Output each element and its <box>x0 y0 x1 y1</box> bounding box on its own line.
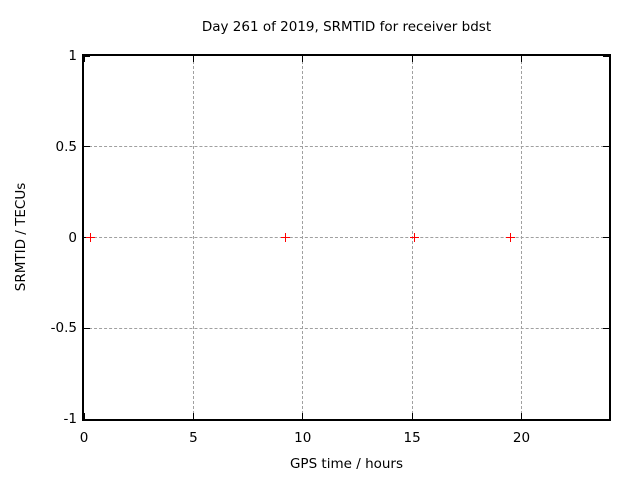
plot-area <box>82 54 611 421</box>
y-tick-label: -0.5 <box>50 320 77 337</box>
y-tick-right <box>603 55 609 57</box>
y-tick-right <box>603 418 609 420</box>
y-tick-label: 0 <box>68 229 77 246</box>
y-tick-right <box>603 237 609 238</box>
gridline-horizontal <box>84 327 609 329</box>
y-tick-left <box>84 146 90 148</box>
data-point-marker <box>506 233 516 242</box>
x-tick-bottom <box>192 413 194 419</box>
x-tick-top <box>302 56 304 62</box>
chart-title: Day 261 of 2019, SRMTID for receiver bds… <box>201 19 492 35</box>
x-tick-bottom <box>302 413 304 419</box>
y-tick-label: 1 <box>68 48 77 64</box>
x-tick-label: 15 <box>403 430 421 446</box>
y-tick-left <box>84 327 90 329</box>
x-tick-bottom <box>521 413 522 419</box>
x-tick-label: 20 <box>512 430 531 446</box>
y-tick-right <box>603 146 609 148</box>
x-tick-top <box>83 56 85 62</box>
x-axis-label: GPS time / hours <box>289 456 404 472</box>
data-point-marker <box>280 233 290 242</box>
y-tick-label: -1 <box>63 411 77 427</box>
x-tick-top <box>192 56 194 62</box>
data-point-marker <box>86 233 96 242</box>
y-tick-label: 0.5 <box>55 138 77 155</box>
x-tick-bottom <box>83 413 85 419</box>
x-tick-label: 0 <box>79 430 89 446</box>
x-tick-bottom <box>411 413 413 419</box>
gridline-horizontal <box>84 237 609 238</box>
gridline-horizontal <box>84 146 609 148</box>
x-tick-top <box>411 56 413 62</box>
x-tick-label: 5 <box>189 430 198 446</box>
y-tick-left <box>84 55 90 57</box>
x-tick-label: 10 <box>294 430 312 446</box>
y-tick-right <box>603 327 609 329</box>
data-point-marker <box>409 233 419 242</box>
y-tick-left <box>84 418 90 420</box>
x-tick-top <box>521 56 522 62</box>
